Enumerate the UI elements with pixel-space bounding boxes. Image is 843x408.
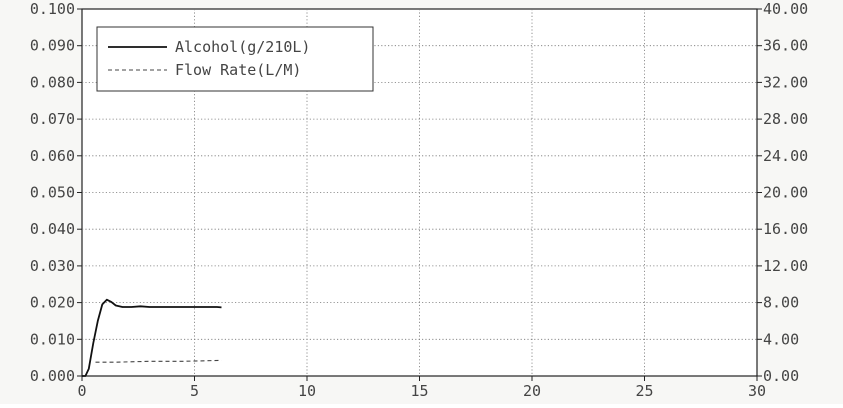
x-tick-label: 25	[635, 382, 653, 400]
x-tick-label: 10	[298, 382, 316, 400]
x-tick-label: 20	[523, 382, 541, 400]
left-tick-label: 0.090	[30, 37, 75, 55]
legend-box	[96, 26, 374, 92]
right-tick-label: 12.00	[763, 257, 808, 275]
legend-label-alcohol: Alcohol(g/210L)	[175, 38, 310, 56]
left-tick-label: 0.010	[30, 330, 75, 348]
legend: Alcohol(g/210L) Flow Rate(L/M)	[96, 26, 374, 92]
x-tick-label: 30	[748, 382, 766, 400]
left-tick-label: 0.040	[30, 220, 75, 238]
left-tick-label: 0.070	[30, 110, 75, 128]
axis-ticks: 0.000 0.00 0.010 4.00 0.020 8.00 0.030 12.00 0.0…	[30, 0, 808, 400]
left-tick-label: 0.100	[30, 0, 75, 18]
legend-label-flow-rate: Flow Rate(L/M)	[175, 61, 301, 79]
series-lines	[82, 298, 222, 377]
right-tick-label: 0.00	[763, 367, 799, 385]
left-tick-label: 0.080	[30, 73, 75, 91]
left-tick-label: 0.020	[30, 294, 75, 312]
right-tick-label: 24.00	[763, 147, 808, 165]
left-tick-label: 0.000	[30, 367, 75, 385]
right-tick-label: 4.00	[763, 330, 799, 348]
right-tick-label: 8.00	[763, 294, 799, 312]
right-tick-label: 40.00	[763, 0, 808, 18]
series-line-alcohol	[82, 298, 222, 377]
left-tick-label: 0.030	[30, 257, 75, 275]
series-line-flow-rate	[95, 359, 222, 363]
right-tick-label: 28.00	[763, 110, 808, 128]
x-tick-label: 0	[77, 382, 86, 400]
right-tick-label: 36.00	[763, 37, 808, 55]
x-tick-label: 15	[410, 382, 428, 400]
right-tick-label: 32.00	[763, 73, 808, 91]
right-tick-label: 16.00	[763, 220, 808, 238]
left-tick-label: 0.060	[30, 147, 75, 165]
x-tick-label: 5	[190, 382, 199, 400]
right-tick-label: 20.00	[763, 184, 808, 202]
left-tick-label: 0.050	[30, 184, 75, 202]
